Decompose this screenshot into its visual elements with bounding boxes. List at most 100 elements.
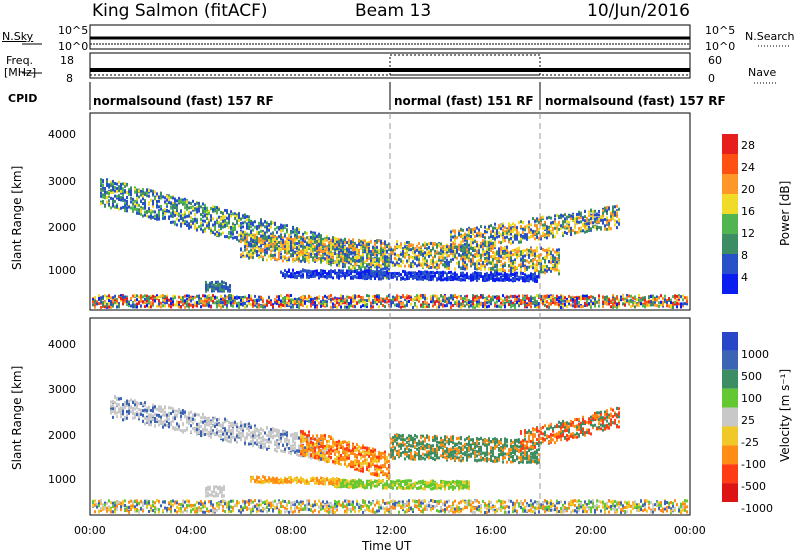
power-cell [316,239,318,243]
power-cell [462,278,464,282]
power-cell [244,220,246,224]
power-cell [542,226,544,230]
power-cell [208,218,210,222]
power-cell [258,256,260,260]
power-cell [150,215,152,219]
power-cell [226,235,228,239]
power-cell [312,244,314,248]
power-cell [228,225,230,229]
power-cell [556,223,558,227]
power-cell [188,305,190,309]
power-cell [216,230,218,234]
power-cell [508,240,510,244]
power-cell [286,249,288,253]
power-cell [186,294,188,298]
power-cell [206,224,208,228]
power-cell [376,255,378,259]
power-cell [256,249,258,253]
power-cell [236,219,238,223]
power-cell [216,232,218,236]
power-cell [504,276,506,280]
power-cell [116,305,118,309]
power-cell [312,247,314,251]
power-cell [158,205,160,209]
power-cell [510,278,512,282]
power-cell [598,209,600,213]
power-cell [368,262,370,266]
power-cell [348,245,350,249]
power-cell [304,259,306,263]
power-cell [472,230,474,234]
power-cell [106,182,108,186]
power-cell [240,217,242,221]
power-cell [342,242,344,246]
power-cell [228,214,230,218]
power-cell [470,228,472,232]
power-cell [134,190,136,194]
power-cell [254,299,256,303]
power-cell [178,218,180,222]
power-cell [488,267,490,271]
power-cell [266,258,268,262]
power-cell [478,228,480,232]
power-cell [272,231,274,235]
power-cell [542,268,544,272]
power-cell [280,241,282,245]
power-cell [344,263,346,267]
power-cell [524,265,526,269]
power-cell [172,214,174,218]
power-cell [166,294,168,298]
power-cell [500,233,502,237]
power-cell [302,237,304,241]
power-cell [210,231,212,235]
velocity-ytick-1000: 1000 [48,473,76,486]
power-cell [440,246,442,250]
power-cell [480,241,482,245]
power-cell [284,240,286,244]
power-cell [234,299,236,303]
power-cell [456,236,458,240]
power-cell [258,305,260,309]
power-cell [440,252,442,256]
power-cell [446,262,448,266]
power-cell [198,296,200,300]
power-cell [220,294,222,298]
power-cell [146,191,148,195]
power-cell [428,251,430,255]
power-cell [338,275,340,279]
power-cell [512,273,514,277]
power-cell [550,252,552,256]
power-cell [350,244,352,248]
power-cell [374,273,376,277]
power-cell [254,233,256,237]
power-cell [478,275,480,279]
power-cell [600,215,602,219]
power-cell [298,271,300,275]
power-cell [266,299,268,303]
power-cell [126,195,128,199]
power-cell [588,218,590,222]
power-cell [192,207,194,211]
power-cell [134,203,136,207]
power-cell [416,272,418,276]
power-cell [338,269,340,273]
power-cell [376,265,378,269]
power-cell [550,229,552,233]
power-cell [124,298,126,302]
power-cell [242,298,244,302]
power-cell [380,257,382,261]
power-cell [340,249,342,253]
power-cell [226,223,228,227]
power-cell [342,257,344,261]
power-cell [122,295,124,299]
power-cell [404,277,406,281]
power-cell [138,203,140,207]
power-cell [380,266,382,270]
power-cell [450,243,452,247]
power-cell [366,248,368,252]
power-cell [108,305,110,309]
power-cell [378,263,380,267]
power-cell [208,222,210,226]
power-cell [274,242,276,246]
power-cell [316,246,318,250]
